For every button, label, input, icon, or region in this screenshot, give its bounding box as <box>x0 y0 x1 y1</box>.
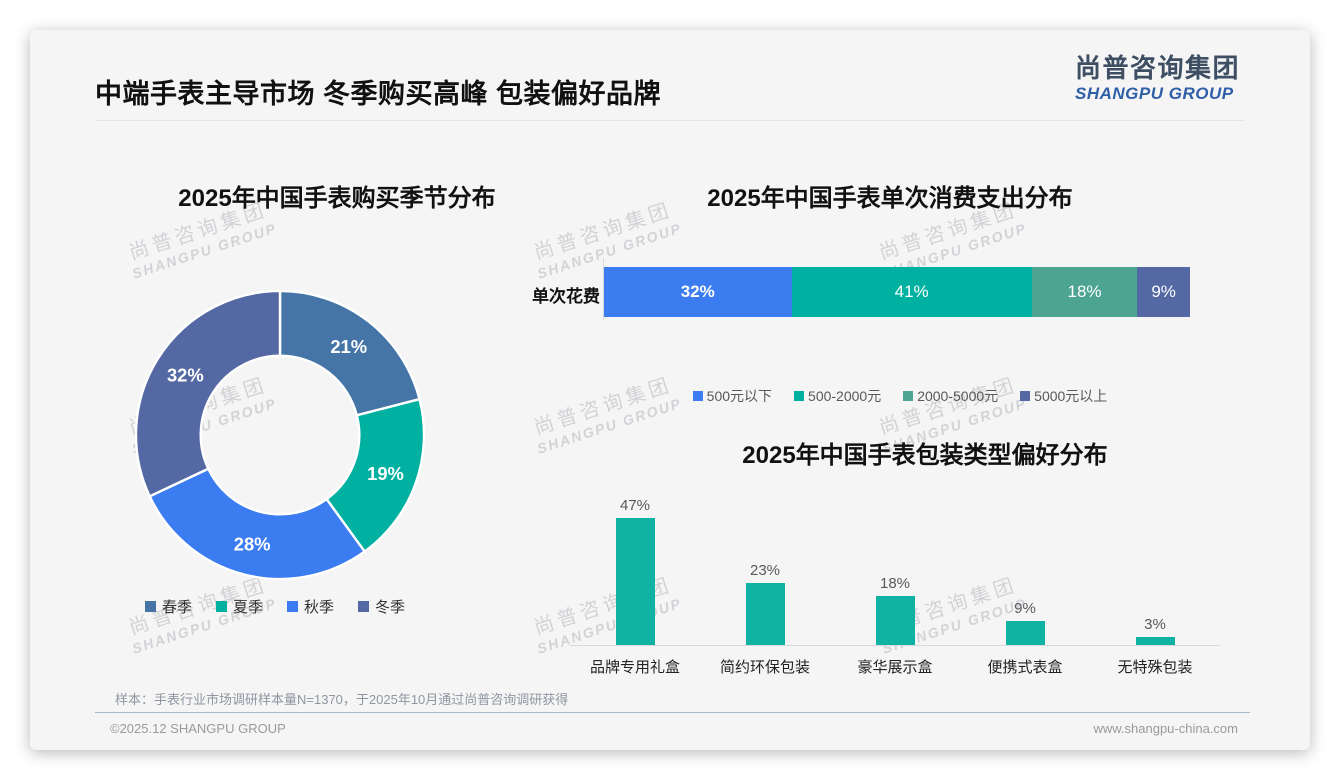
spend-segment-value: 18% <box>1067 282 1102 301</box>
package-bar-chart: 47% 23% 18% 9% 3% 品牌专用礼盒 简约环保包装 豪华展示盒 便携式表盒 无特殊包… <box>570 476 1220 677</box>
spend-segment-500-2000元: 41% <box>791 267 1032 317</box>
footer-copyright: ©2025.12 SHANGPU GROUP <box>110 721 286 736</box>
bar <box>1135 636 1175 645</box>
footer-url: www.shangpu-china.com <box>1093 721 1238 736</box>
legend-label: 秋季 <box>304 599 335 616</box>
legend-item-冬季: 冬季 <box>358 596 405 617</box>
title-underline <box>95 120 1245 121</box>
spend-segment-500元以下: 32% <box>604 267 792 317</box>
legend-label: 5000元以上 <box>1034 388 1108 404</box>
page-title: 中端手表主导市场 冬季购买高峰 包装偏好品牌 <box>95 79 662 109</box>
legend-item-500-2000元: 500-2000元 <box>794 386 881 406</box>
legend-label: 夏季 <box>232 599 263 616</box>
bar-column-无特殊包装: 3% <box>1090 616 1220 645</box>
donut-segment-春季 <box>278 289 421 417</box>
bar-value-label: 47% <box>619 497 651 515</box>
bar-category-label: 简约环保包装 <box>719 659 810 676</box>
bar-category-labels: 品牌专用礼盒 简约环保包装 豪华展示盒 便携式表盒 无特殊包装 <box>570 656 1220 677</box>
donut-segment-value: 32% <box>167 365 204 386</box>
spend-stacked-bar: 32% 41% 18% 9% <box>604 267 1190 317</box>
legend-label: 冬季 <box>375 599 406 616</box>
bar <box>745 582 785 645</box>
bar-category-label: 豪华展示盒 <box>857 659 933 676</box>
donut-segment-秋季 <box>148 467 366 581</box>
donut-segment-value: 28% <box>234 533 271 554</box>
bar-value-label: 18% <box>879 575 911 593</box>
report-card: 尚普咨询集团 SHANGPU GROUP 尚普咨询集团 SHANGPU GROUP … <box>30 30 1310 750</box>
legend-item-秋季: 秋季 <box>287 596 334 617</box>
donut-svg: 21% 19% 28% 32% <box>134 289 426 581</box>
legend-label: 2000-5000元 <box>917 388 999 404</box>
footer-divider <box>95 712 1250 713</box>
logo-english: SHANGPU GROUP <box>1074 83 1234 103</box>
spend-segment-value: 41% <box>894 282 929 301</box>
bar-value-label: 23% <box>749 561 781 579</box>
bar-value-label: 3% <box>1144 615 1166 633</box>
spend-segment-value: 9% <box>1151 282 1176 301</box>
spend-row-label: 单次花费 <box>532 287 600 306</box>
spend-segment-2000-5000元: 18% <box>1031 267 1138 317</box>
bar <box>1005 620 1045 645</box>
spend-chart-title: 2025年中国手表单次消费支出分布 <box>707 185 1073 212</box>
spend-segment-5000元以上: 9% <box>1137 267 1190 317</box>
legend-swatch <box>1020 391 1031 401</box>
season-donut-chart: 21% 19% 28% 32% <box>134 289 426 581</box>
spend-axis-line <box>603 258 604 320</box>
bar <box>875 596 915 645</box>
bar-column-简约环保包装: 23% <box>700 562 830 645</box>
bar-category-label: 无特殊包装 <box>1117 659 1193 676</box>
legend-label: 春季 <box>161 599 192 616</box>
legend-swatch <box>287 601 298 612</box>
legend-item-5000元以上: 5000元以上 <box>1020 386 1107 406</box>
bar-column-便携式表盒: 9% <box>960 600 1090 645</box>
donut-segment-夏季 <box>325 397 426 553</box>
legend-swatch <box>903 391 914 401</box>
package-chart-title: 2025年中国手表包装类型偏好分布 <box>742 442 1108 469</box>
legend-item-2000-5000元: 2000-5000元 <box>903 386 998 406</box>
bar-column-豪华展示盒: 18% <box>830 575 960 645</box>
legend-swatch <box>692 391 703 401</box>
bar-plot-area: 47% 23% 18% 9% 3% <box>570 476 1220 646</box>
company-logo: 尚普咨询集团 SHANGPU GROUP <box>1074 53 1240 103</box>
logo-chinese: 尚普咨询集团 <box>1074 53 1240 83</box>
legend-item-春季: 春季 <box>144 596 192 617</box>
legend-swatch <box>144 601 156 612</box>
bar <box>615 518 655 645</box>
bar-value-label: 9% <box>1014 599 1036 617</box>
bar-column-品牌专用礼盒: 47% <box>570 497 700 645</box>
donut-legend: 春季 夏季 秋季 冬季 <box>60 596 490 617</box>
donut-segment-冬季 <box>134 289 282 498</box>
spend-legend: 500元以下 500-2000元 2000-5000元 5000元以上 <box>590 386 1210 406</box>
bar-category-label: 便携式表盒 <box>987 659 1063 676</box>
sample-footnote: 样本：手表行业市场调研样本量N=1370，于2025年10月通过尚普咨询调研获得 <box>115 692 569 707</box>
legend-label: 500-2000元 <box>808 388 882 404</box>
legend-swatch <box>215 601 227 612</box>
legend-item-夏季: 夏季 <box>215 596 263 617</box>
donut-segment-value: 19% <box>367 463 404 484</box>
spend-segment-value: 32% <box>680 282 715 301</box>
legend-item-500元以下: 500元以下 <box>692 386 773 406</box>
donut-segment-value: 21% <box>330 336 367 357</box>
legend-label: 500元以下 <box>706 388 773 404</box>
legend-swatch <box>358 601 370 612</box>
legend-swatch <box>794 391 805 401</box>
donut-chart-title: 2025年中国手表购买季节分布 <box>178 185 496 212</box>
bar-category-label: 品牌专用礼盒 <box>589 659 680 676</box>
